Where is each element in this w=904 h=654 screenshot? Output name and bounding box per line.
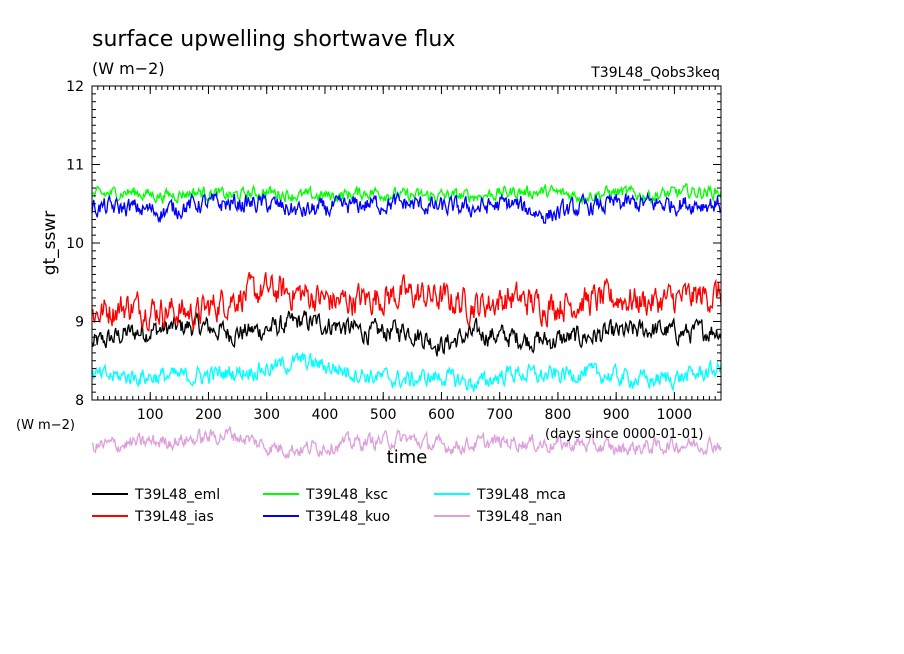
series-line-T39L48_mca	[91, 352, 722, 393]
legend-label: T39L48_eml	[134, 487, 220, 503]
legend-label: T39L48_ias	[134, 509, 214, 525]
series-line-T39L48_eml	[91, 310, 722, 357]
series-line-T39L48_kuo	[91, 191, 722, 224]
x-tick-label: 100	[137, 407, 164, 423]
chart-title: surface upwelling shortwave flux	[92, 27, 455, 52]
y-tick-label: 11	[66, 158, 84, 174]
x-tick-label: 500	[370, 407, 397, 423]
series-line-T39L48_ksc	[91, 182, 722, 206]
x-tick-label: 700	[486, 407, 513, 423]
x-axis-label: time	[387, 447, 428, 468]
y-tick-label: 9	[75, 315, 84, 331]
run-label: T39L48_Qobs3keq	[590, 65, 720, 81]
y-axis-label: gt_sswr	[40, 211, 60, 276]
x-tick-label: 300	[253, 407, 280, 423]
secondary-axis-unit: (W m−2)	[16, 418, 75, 433]
legend-label: T39L48_nan	[476, 509, 562, 525]
legend: T39L48_eml T39L48_ksc T39L48_mca T39L48_ias…	[92, 487, 566, 525]
x-axis-ticks: 100 200 300 400 500 600 700 800 900 1000	[97, 86, 716, 423]
x-tick-label: 600	[428, 407, 455, 423]
x-tick-label: 900	[603, 407, 630, 423]
y-tick-label: 10	[66, 236, 84, 252]
x-tick-label: 1000	[657, 407, 693, 423]
y-tick-label: 12	[66, 79, 84, 95]
series-line-T39L48_nan	[91, 426, 722, 460]
chart-subtitle: (W m−2)	[92, 59, 165, 78]
legend-label: T39L48_mca	[476, 487, 566, 503]
series-layer	[91, 182, 722, 460]
x-tick-label: 200	[195, 407, 222, 423]
legend-label: T39L48_kuo	[305, 509, 390, 525]
x-axis-unit: (days since 0000-01-01)	[545, 427, 703, 442]
legend-label: T39L48_ksc	[305, 487, 388, 503]
y-axis-ticks: 8 9 10 11 12	[66, 79, 721, 409]
y-tick-label: 8	[75, 393, 84, 409]
series-line-T39L48_ias	[91, 272, 722, 333]
plot-frame	[91, 85, 722, 401]
x-tick-label: 400	[312, 407, 339, 423]
x-tick-label: 800	[545, 407, 572, 423]
